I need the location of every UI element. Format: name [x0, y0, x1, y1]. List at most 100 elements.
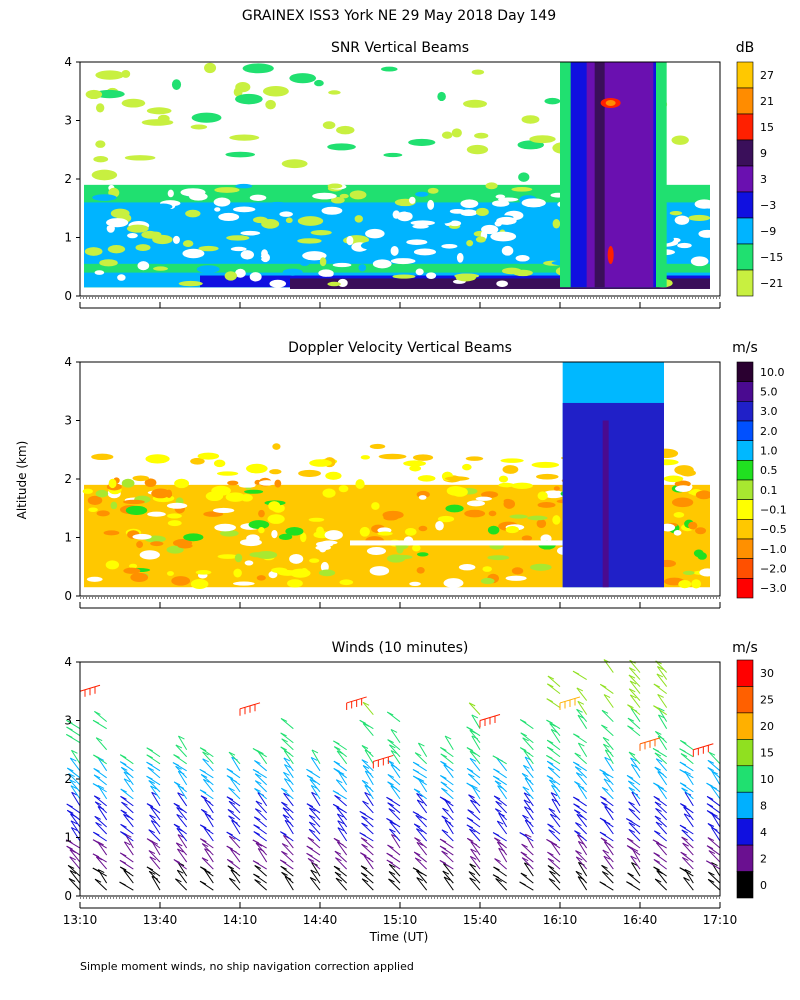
- colorbar-label: 10: [760, 773, 774, 786]
- wind-barb-flag: [439, 845, 447, 850]
- wind-barb-flag: [306, 768, 313, 773]
- colorbar-label: −9: [760, 225, 776, 238]
- doppler-echo: [197, 452, 220, 460]
- snr-speckle: [690, 256, 709, 267]
- wind-barb-flag: [627, 837, 634, 842]
- wind-barb: [575, 856, 588, 870]
- wind-barb: [390, 785, 401, 800]
- wind-barb: [522, 764, 534, 779]
- wind-barb-flag: [547, 675, 555, 680]
- wind-barb: [363, 855, 374, 870]
- wind-barb-flag: [494, 858, 501, 863]
- snr-speckle: [332, 262, 352, 268]
- wind-barb-flag: [468, 773, 475, 778]
- snr-echo: [242, 63, 274, 74]
- wind-barb-flag: [682, 857, 689, 861]
- colorbar-swatch: [736, 659, 754, 687]
- wind-barb: [708, 871, 721, 884]
- wind-barb-flag: [466, 782, 473, 787]
- snr-speckle: [330, 196, 345, 204]
- wind-barb-flag: [69, 870, 77, 875]
- wind-barb: [497, 785, 508, 800]
- wind-barb: [175, 878, 188, 891]
- doppler-speckle: [355, 479, 365, 489]
- wind-barb-flag: [147, 767, 155, 771]
- snr-speckle: [99, 259, 118, 267]
- wind-barb-flag: [653, 782, 660, 787]
- snr-speckle: [159, 247, 183, 255]
- wind-barb-flag: [146, 747, 153, 752]
- wind-barb-flag: [653, 795, 661, 800]
- doppler-speckle: [271, 567, 288, 574]
- wind-barb-flag: [547, 851, 554, 856]
- snr-speckle: [441, 243, 458, 249]
- wind-barb-flag: [602, 772, 609, 777]
- snr-speckle: [669, 211, 683, 216]
- wind-barb: [707, 837, 721, 849]
- wind-barb-flag: [466, 767, 474, 772]
- wind-barb-flag: [630, 757, 637, 762]
- snr-echo: [93, 156, 109, 163]
- snr-speckle: [157, 258, 169, 265]
- wind-barb-flag: [69, 779, 76, 784]
- snr-speckle: [233, 206, 256, 213]
- snr-speckle: [226, 235, 250, 241]
- snr-speckle: [126, 224, 149, 233]
- wind-barb-flag: [520, 732, 527, 737]
- wind-barb-flag: [547, 865, 555, 869]
- colorbar-label: 5.0: [760, 386, 778, 399]
- wind-barb-flag: [576, 856, 583, 861]
- snr-echo: [281, 159, 308, 169]
- wind-barb: [441, 850, 454, 863]
- wind-barb: [711, 813, 721, 828]
- wind-barb-flag: [653, 852, 660, 857]
- wind-barb: [95, 822, 108, 835]
- wind-barb-flag: [361, 779, 369, 784]
- wind-barb-flag: [311, 749, 319, 754]
- snr-echo: [233, 87, 243, 97]
- wind-barb: [227, 809, 241, 821]
- y-tick-label: 1: [64, 831, 72, 845]
- colorbar-label: 15: [760, 747, 774, 760]
- wind-barb-flag: [359, 832, 366, 837]
- wind-barb-flag: [707, 878, 715, 883]
- wind-barb-flag: [443, 876, 451, 881]
- x-tick-label: 14:10: [223, 913, 258, 927]
- wind-barb: [204, 799, 214, 814]
- wind-barb: [200, 795, 214, 807]
- colorbar-label: 0.5: [760, 464, 778, 477]
- wind-barb-flag: [306, 845, 313, 850]
- doppler-speckle: [481, 491, 499, 498]
- wind-barb: [390, 764, 401, 779]
- doppler-speckle: [205, 491, 224, 502]
- doppler-echo: [369, 443, 386, 450]
- colorbar-label: −0.5: [760, 523, 787, 536]
- snr-echo: [262, 85, 289, 97]
- wind-barb: [94, 801, 108, 814]
- wind-barb-flag: [146, 761, 153, 766]
- wind-barb-flag: [603, 743, 610, 748]
- wind-barb-flag: [467, 837, 474, 842]
- snr-speckle: [392, 210, 401, 219]
- wind-barb-flag: [548, 878, 556, 882]
- doppler-echo: [663, 475, 684, 483]
- wind-barb: [440, 753, 454, 765]
- wind-barb-flag: [415, 814, 422, 819]
- wind-barb-flag: [386, 852, 393, 857]
- wind-barb-flag: [199, 880, 207, 885]
- wind-barb: [173, 781, 187, 793]
- wind-barb-flag: [604, 756, 611, 761]
- wind-barb-flag: [495, 878, 502, 882]
- wind-barb-flag: [335, 857, 342, 862]
- doppler-speckle: [86, 576, 103, 582]
- wind-barb: [97, 757, 108, 772]
- wind-barb-flag: [572, 670, 580, 675]
- wind-barb-flag: [253, 873, 260, 878]
- wind-barb: [548, 829, 561, 842]
- wind-barb-flag: [680, 739, 687, 744]
- wind-barb-flag: [199, 789, 207, 794]
- doppler-speckle: [537, 501, 556, 508]
- wind-barb: [311, 862, 321, 877]
- wind-barb-flag: [387, 802, 394, 807]
